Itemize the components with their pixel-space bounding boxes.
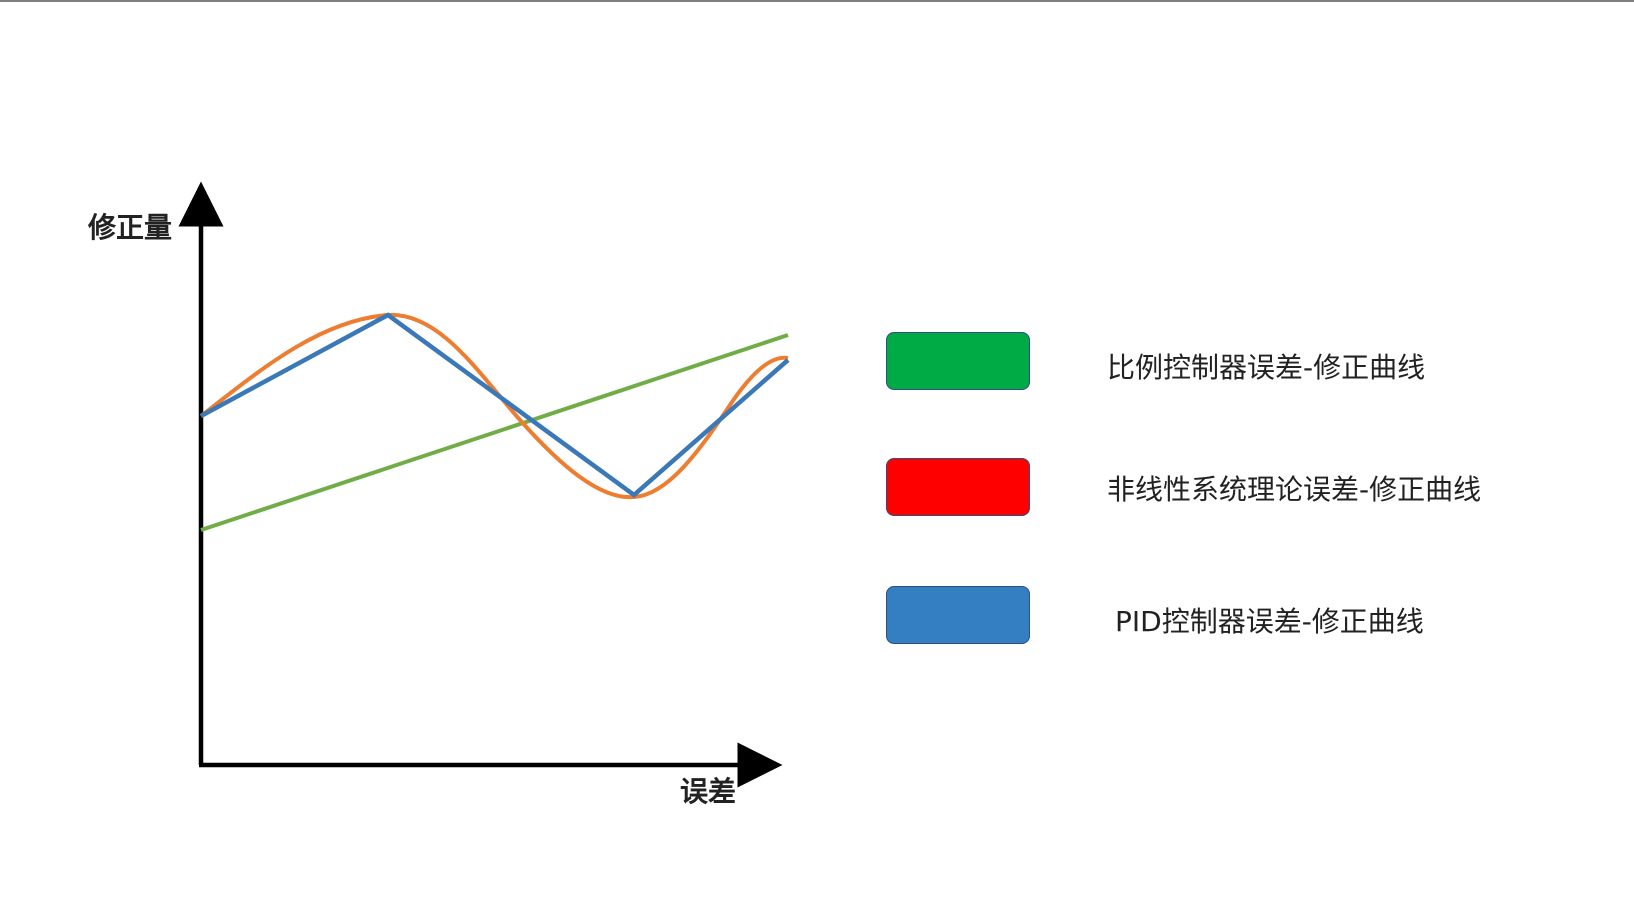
proportional-curve xyxy=(200,333,789,532)
top-rule xyxy=(0,0,1634,2)
y-axis-label: 修正量 xyxy=(88,211,173,244)
pid-curve xyxy=(199,312,790,498)
nonlinear-curve xyxy=(199,312,789,500)
legend-swatch-pid xyxy=(886,586,1030,644)
legend-swatch-nonlinear xyxy=(886,458,1030,516)
legend-label-pid: PID控制器误差-修正曲线 xyxy=(1115,605,1424,638)
legend-swatch-proportional xyxy=(886,332,1030,390)
x-axis-label: 误差 xyxy=(680,775,737,808)
legend-label-nonlinear: 非线性系统理论误差-修正曲线 xyxy=(1107,473,1482,506)
legend-label-proportional: 比例控制器误差-修正曲线 xyxy=(1107,351,1426,384)
